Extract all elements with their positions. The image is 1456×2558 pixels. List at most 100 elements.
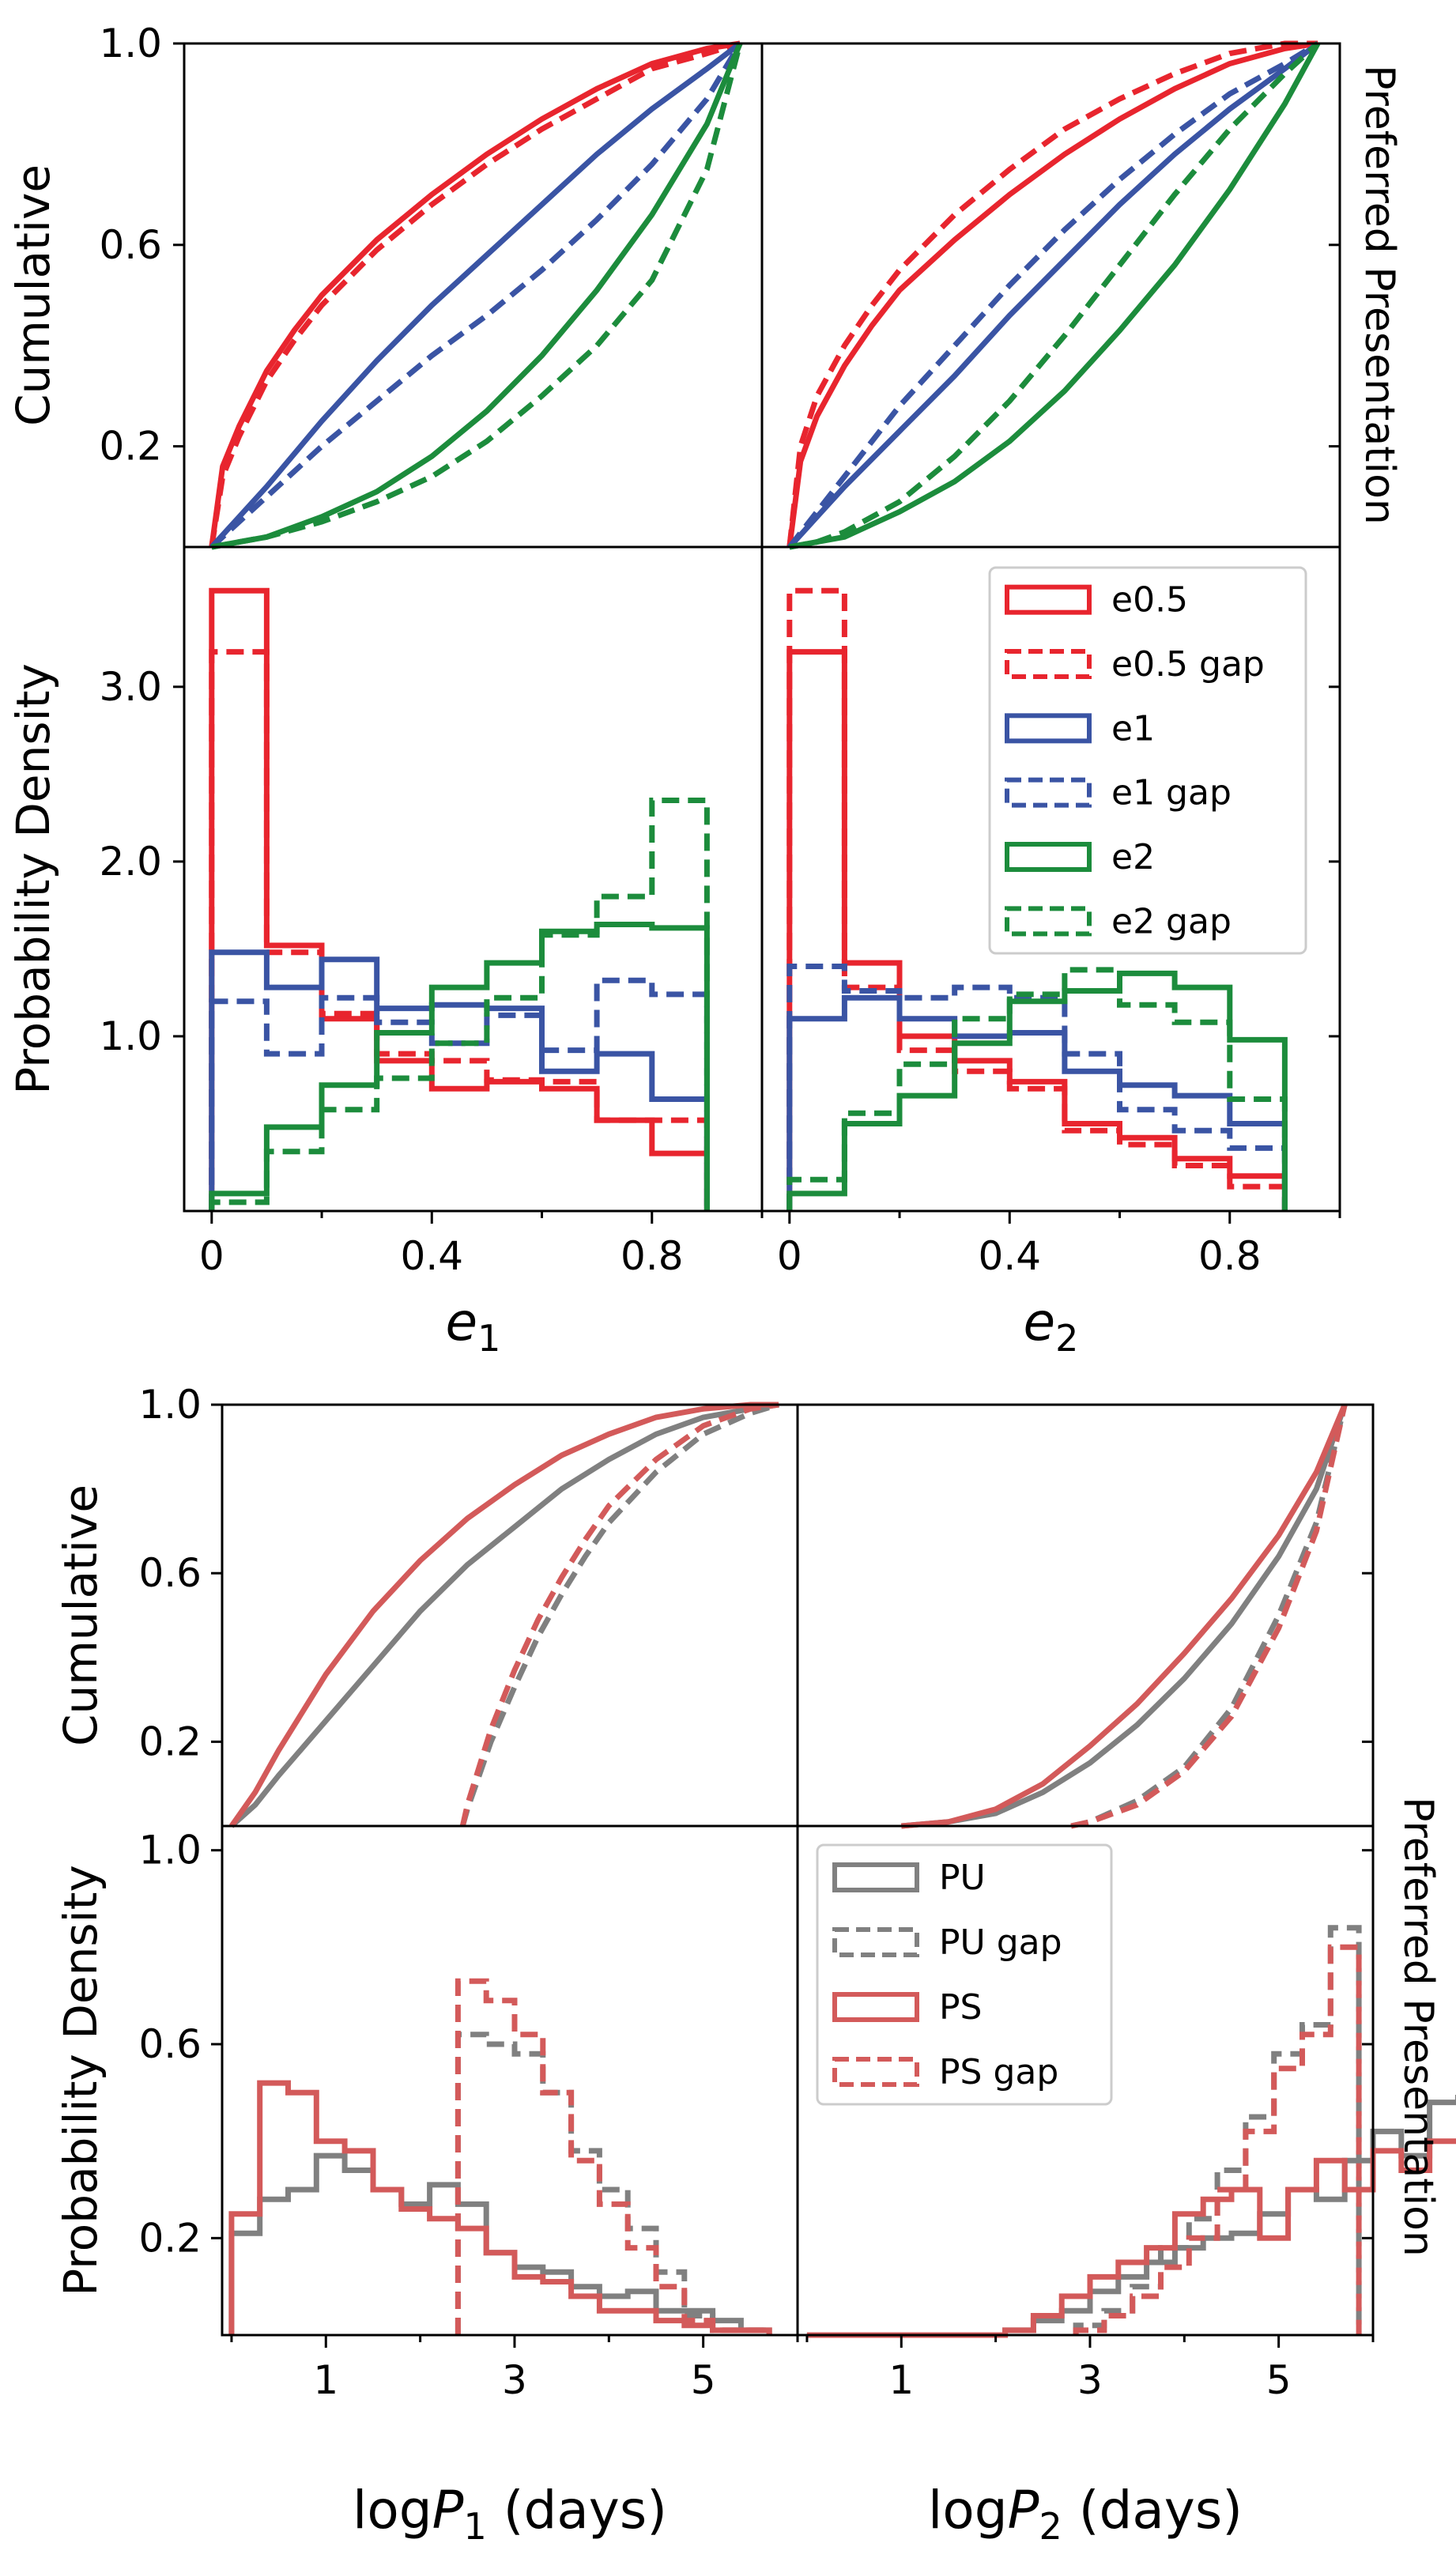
- legend-swatch: [1005, 584, 1092, 615]
- x-tick-label: 5: [1266, 2357, 1292, 2403]
- legend-item: e1: [1005, 708, 1155, 749]
- xlabel-subscript: 1: [477, 1317, 500, 1360]
- series-e2-top-cdf-p1: [211, 42, 743, 550]
- bottom-cdf-panel-1: 0.2 0.6 1.0: [138, 1382, 799, 1828]
- x-tick-label: 0: [199, 1233, 224, 1279]
- top-hist-panel-2: 0 0.4 0.8 e2: [760, 545, 1341, 1360]
- x-axis-label: logP2 (days): [928, 2480, 1243, 2548]
- x-axis-label: logP1 (days): [353, 2480, 667, 2548]
- legend-item: PS gap: [832, 2052, 1058, 2092]
- legend-item: PU: [832, 1858, 986, 1898]
- series-e2-gap-top-hist-p1: [209, 798, 710, 1211]
- side-label: Preferred Presentation: [1394, 1797, 1442, 2257]
- series-e2-gap-top-hist-p2: [786, 967, 1288, 1211]
- top-cdf-panel-2: [760, 40, 1341, 550]
- series-PS-bottom-cdf-p1: [229, 1402, 779, 1828]
- bottom-hist-panel-2: 1 3 5 logP2 (days): [796, 1824, 1456, 2548]
- series-PS-gap-bottom-cdf-p2: [1070, 1404, 1348, 1829]
- plot-frame: [183, 545, 764, 1213]
- legend-item: PU gap: [832, 1922, 1062, 1963]
- xlabel-suffix: (days): [1062, 2480, 1243, 2541]
- x-axis-label: e1: [446, 1292, 501, 1360]
- series-e1-gap-top-cdf-p1: [209, 42, 743, 549]
- xlabel-variable: P: [432, 2480, 464, 2541]
- x-tick-label: 1: [313, 2357, 338, 2403]
- legend-item: e1 gap: [1005, 773, 1232, 813]
- y-tick-label: 0.6: [138, 2021, 202, 2067]
- legend-swatch: [832, 2057, 919, 2087]
- legend-swatch: [1005, 842, 1092, 872]
- series-e2-top-hist-p1: [209, 922, 710, 1211]
- legend-label: e2 gap: [1111, 901, 1232, 941]
- series-e0-5-top-cdf-p1: [209, 40, 741, 548]
- y-tick-label: 3.0: [99, 664, 162, 710]
- y-tick-label: 1.0: [99, 1013, 162, 1059]
- y-tick-label: 0.6: [138, 1550, 202, 1596]
- series-e1-top-hist-p1: [209, 949, 710, 1211]
- legend-item: e2: [1005, 837, 1155, 877]
- series-e2-gap-top-cdf-p1: [211, 43, 743, 550]
- series-e0-5-gap-top-cdf-p2: [786, 40, 1318, 548]
- y-tick-label: 1.0: [138, 1828, 202, 1873]
- series-e0-5-top-cdf-p2: [786, 40, 1318, 548]
- series-PU-gap-bottom-cdf-p2: [1070, 1404, 1348, 1829]
- legend-label: e1: [1111, 708, 1155, 749]
- series-e1-top-hist-p2: [786, 994, 1288, 1211]
- xlabel-subscript: 2: [1039, 2505, 1062, 2548]
- series-e0-5-gap-top-hist-p2: [786, 587, 1288, 1211]
- side-label: Preferred Presentation: [1356, 65, 1403, 525]
- legend-label: PU: [939, 1858, 986, 1898]
- series-e1-gap-top-hist-p2: [786, 964, 1288, 1211]
- series-PU-bottom-cdf-p2: [900, 1403, 1348, 1829]
- legend-label: e0.5 gap: [1111, 644, 1265, 685]
- series-e0-5-gap-top-cdf-p1: [209, 40, 741, 548]
- series-e2-top-cdf-p2: [789, 42, 1321, 550]
- series-PS-gap-bottom-cdf-p1: [459, 1402, 779, 1827]
- plot-frame: [760, 42, 1341, 549]
- legend-box: [988, 566, 1307, 955]
- y-axis-label: Probability Density: [54, 1865, 108, 2296]
- bottom-cdf-chart: 0.2 0.6 1.0 Cumulative: [54, 1382, 1375, 1829]
- legend-label: PS: [939, 1987, 982, 2028]
- plot-frame: [760, 545, 1341, 1213]
- y-tick-label: 2.0: [99, 839, 162, 885]
- series-PS-bottom-hist-p1: [228, 2080, 772, 2335]
- legend-item: PS: [832, 1987, 982, 2028]
- legend-item: e0.5: [1005, 580, 1188, 621]
- legend-swatch: [1005, 906, 1092, 937]
- legend: PU PU gap PS PS gap: [816, 1843, 1113, 2106]
- series-PU-bottom-hist-p1: [228, 2152, 772, 2335]
- legend-box: [816, 1843, 1113, 2106]
- legend-label: e1 gap: [1111, 773, 1232, 813]
- xlabel-variable: P: [1008, 2480, 1039, 2541]
- top-cdf-chart: 0.2 0.6 1.0 Cumulative Preferred Presentatio…: [6, 21, 1403, 550]
- legend-item: e0.5 gap: [1005, 644, 1265, 685]
- top-hist-panel-1: 1.0 2.0 3.0 0 0.4 0.8 e1: [99, 545, 764, 1360]
- y-tick-label: 0.2: [138, 1719, 202, 1764]
- x-axis-label: e2: [1024, 1292, 1079, 1360]
- legend-label: e2: [1111, 837, 1155, 877]
- series-e2-gap-top-cdf-p2: [789, 41, 1320, 550]
- series-e0-5-top-hist-p1: [209, 587, 710, 1211]
- series-e1-top-cdf-p2: [787, 41, 1320, 549]
- series-e2-top-hist-p2: [786, 970, 1288, 1211]
- series-e0-5-top-hist-p2: [786, 649, 1288, 1211]
- xlabel-variable: e: [1024, 1292, 1056, 1353]
- series-PU-gap-bottom-hist-p1: [455, 2032, 772, 2335]
- x-tick-label: 1: [888, 2357, 914, 2403]
- series-PU-gap-bottom-hist-p2: [1073, 1925, 1362, 2335]
- plot-frame: [796, 1824, 1375, 2337]
- xlabel-subscript: 2: [1055, 1317, 1078, 1360]
- xlabel-subscript: 1: [463, 2505, 486, 2548]
- xlabel-suffix: (days): [487, 2480, 667, 2541]
- top-cdf-panel-1: 0.2 0.6 1.0: [99, 21, 764, 550]
- xlabel-prefix: log: [928, 2480, 1008, 2541]
- legend-swatch: [1005, 777, 1092, 808]
- xlabel-variable: e: [446, 1292, 478, 1353]
- y-tick-label: 0.2: [138, 2215, 202, 2261]
- y-axis-label: Cumulative: [6, 164, 60, 426]
- legend-label: e0.5: [1111, 580, 1188, 621]
- y-axis-label: Probability Density: [6, 663, 60, 1095]
